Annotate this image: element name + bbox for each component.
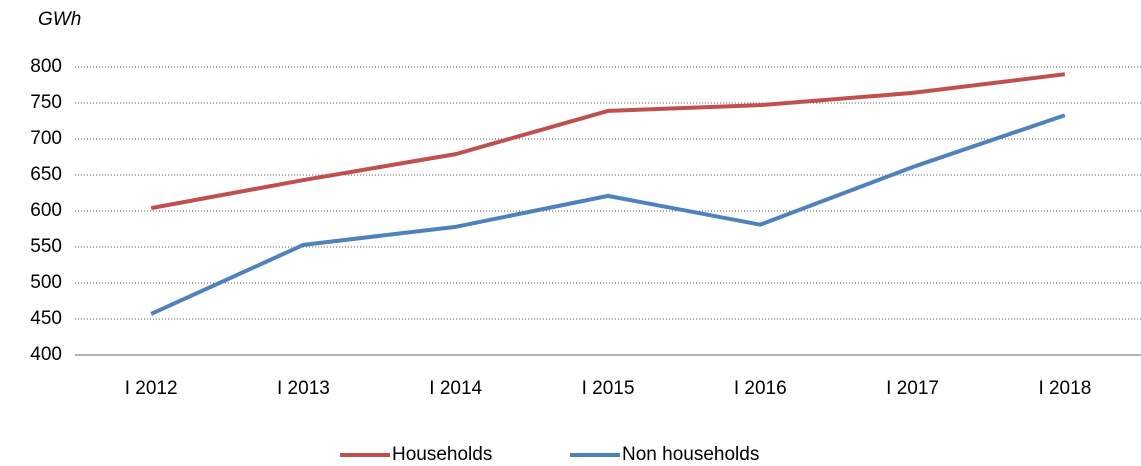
y-tick-label: 650 — [30, 164, 62, 185]
x-tick-label: I 2015 — [582, 378, 635, 399]
y-tick-label: 550 — [30, 236, 62, 257]
x-tick-label: I 2016 — [734, 378, 787, 399]
legend-label: Non households — [622, 444, 759, 465]
x-tick-label: I 2012 — [125, 378, 178, 399]
y-tick-label: 700 — [30, 128, 62, 149]
y-tick-label: 800 — [30, 56, 62, 77]
y-tick-label: 750 — [30, 92, 62, 113]
series-line — [150, 113, 1066, 316]
x-tick-label: I 2013 — [277, 378, 330, 399]
y-tick-label: 500 — [30, 272, 62, 293]
x-tick-label: I 2017 — [886, 378, 939, 399]
y-axis-label: GWh — [38, 9, 81, 30]
x-tick-label: I 2014 — [429, 378, 482, 399]
legend-label: Households — [392, 444, 492, 465]
y-tick-label: 450 — [30, 308, 62, 329]
y-tick-label: 600 — [30, 200, 62, 221]
x-tick-label: I 2018 — [1038, 378, 1091, 399]
series-line — [150, 72, 1066, 211]
y-tick-label: 400 — [30, 344, 62, 365]
